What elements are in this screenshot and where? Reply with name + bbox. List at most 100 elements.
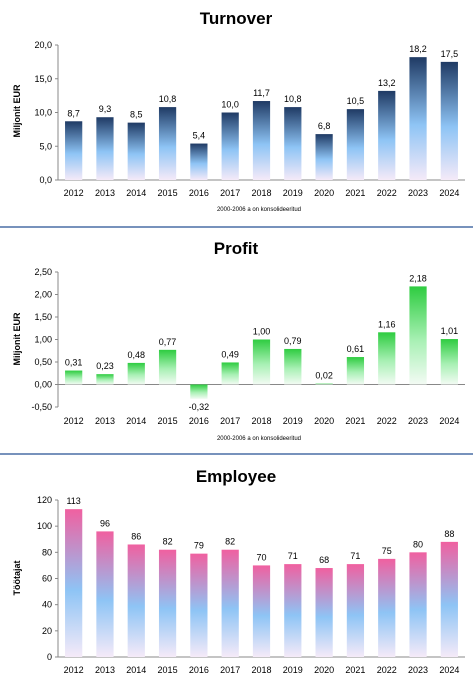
- employee-data-label: 96: [100, 518, 110, 528]
- turnover-bar: [252, 101, 271, 180]
- employee-data-label: 70: [256, 552, 266, 562]
- turnover-data-label: 10,8: [159, 94, 177, 104]
- turnover-bar: [96, 117, 114, 180]
- profit-x-tick-label: 2018: [251, 416, 271, 426]
- turnover-x-tick-label: 2018: [251, 188, 271, 198]
- employee-bar: [221, 549, 239, 657]
- employee-x-tick-label: 2022: [377, 665, 397, 675]
- profit-data-label: 0,77: [159, 337, 177, 347]
- profit-y-tick-label: 0,00: [34, 380, 52, 390]
- turnover-x-tick-label: 2013: [95, 188, 115, 198]
- employee-y-tick-label: 40: [42, 600, 52, 610]
- profit-title: Profit: [214, 239, 259, 258]
- employee-bar: [378, 558, 396, 657]
- profit-data-label: 1,16: [378, 319, 396, 329]
- employee-x-tick-label: 2013: [95, 665, 115, 675]
- turnover-bar: [440, 61, 458, 180]
- employee-ylabel: Töötajat: [12, 560, 22, 595]
- employee-data-label: 71: [350, 551, 360, 561]
- employee-x-tick-label: 2023: [408, 665, 428, 675]
- employee-bar: [127, 544, 145, 657]
- employee-y-tick-label: 100: [37, 521, 52, 531]
- turnover-x-tick-label: 2016: [189, 188, 209, 198]
- profit-x-tick-label: 2012: [64, 416, 84, 426]
- profit-data-label: 0,61: [347, 344, 365, 354]
- profit-bar: [252, 339, 271, 385]
- employee-bar: [158, 549, 177, 657]
- turnover-x-tick-label: 2014: [126, 188, 146, 198]
- employee-bar: [65, 509, 83, 657]
- turnover-bar: [409, 57, 427, 180]
- turnover-x-tick-label: 2019: [283, 188, 303, 198]
- profit-data-label: 0,02: [315, 371, 333, 381]
- turnover-x-tick-label: 2024: [439, 188, 459, 198]
- turnover-title: Turnover: [200, 9, 273, 28]
- profit-bar: [65, 370, 83, 385]
- employee-data-label: 79: [194, 541, 204, 551]
- employee-data-label: 80: [413, 539, 423, 549]
- turnover-y-tick-label: 5,0: [39, 141, 52, 151]
- employee-y-tick-label: 80: [42, 547, 52, 557]
- employee-bar: [284, 564, 302, 657]
- profit-data-label: 0,48: [128, 350, 146, 360]
- profit-bar: [315, 383, 333, 385]
- employee-x-tick-label: 2018: [251, 665, 271, 675]
- employee-y-tick-label: 0: [47, 652, 52, 662]
- profit-x-tick-label: 2014: [126, 416, 146, 426]
- profit-data-label: 1,00: [253, 327, 271, 337]
- turnover-chart: Turnover Miljonit EUR 2000-2006 a on kon…: [12, 9, 465, 213]
- turnover-note: 2000-2006 a on konsolideeritud: [217, 207, 301, 213]
- profit-data-label: 1,01: [441, 326, 459, 336]
- profit-bar: [221, 362, 239, 385]
- turnover-data-label: 5,4: [193, 131, 206, 141]
- turnover-data-label: 6,8: [318, 121, 331, 131]
- employee-x-tick-label: 2019: [283, 665, 303, 675]
- employee-y-tick-label: 60: [42, 574, 52, 584]
- employee-data-label: 113: [66, 496, 80, 506]
- employee-y-tick-label: 20: [42, 626, 52, 636]
- profit-chart: Profit Miljonit EUR 2000-2006 a on konso…: [12, 239, 465, 442]
- turnover-x-tick-label: 2015: [158, 188, 178, 198]
- turnover-bar: [158, 107, 177, 180]
- employee-data-label: 68: [319, 555, 329, 565]
- employee-x-tick-label: 2020: [314, 665, 334, 675]
- profit-x-tick-label: 2023: [408, 416, 428, 426]
- turnover-data-label: 10,0: [221, 100, 239, 110]
- turnover-data-label: 8,7: [67, 108, 80, 118]
- profit-x-tick-label: 2020: [314, 416, 334, 426]
- profit-bar: [127, 362, 145, 385]
- turnover-x-tick-label: 2023: [408, 188, 428, 198]
- profit-x-tick-label: 2022: [377, 416, 397, 426]
- profit-data-label: 2,18: [409, 273, 427, 283]
- profit-data-label: 0,23: [96, 361, 114, 371]
- turnover-data-label: 17,5: [441, 49, 459, 59]
- profit-data-label: -0,32: [189, 402, 210, 412]
- employee-bar: [409, 552, 427, 657]
- turnover-data-label: 10,8: [284, 94, 302, 104]
- turnover-x-tick-label: 2017: [220, 188, 240, 198]
- employee-data-label: 71: [288, 551, 298, 561]
- profit-y-tick-label: 1,50: [34, 312, 52, 322]
- profit-y-tick-label: -0,50: [31, 402, 52, 412]
- profit-x-tick-label: 2016: [189, 416, 209, 426]
- employee-x-tick-label: 2016: [189, 665, 209, 675]
- profit-bar: [96, 374, 114, 385]
- profit-x-tick-label: 2024: [439, 416, 459, 426]
- employee-x-tick-label: 2021: [345, 665, 365, 675]
- employee-title: Employee: [196, 467, 276, 486]
- turnover-bar: [315, 134, 333, 180]
- profit-bar: [440, 339, 458, 385]
- turnover-data-label: 9,3: [99, 104, 112, 114]
- employee-bar: [346, 564, 365, 657]
- profit-data-label: 0,79: [284, 336, 302, 346]
- employee-chart: Employee Töötajat 0 20 40 60 80 100 120 113 2012…: [12, 467, 465, 675]
- employee-x-tick-label: 2014: [126, 665, 146, 675]
- turnover-x-tick-label: 2021: [345, 188, 365, 198]
- turnover-bar: [127, 122, 145, 180]
- turnover-y-tick-label: 20,0: [34, 40, 52, 50]
- profit-x-tick-label: 2015: [158, 416, 178, 426]
- employee-y-tick-label: 120: [37, 495, 52, 505]
- employee-bar: [252, 565, 271, 657]
- employee-data-label: 75: [382, 546, 392, 556]
